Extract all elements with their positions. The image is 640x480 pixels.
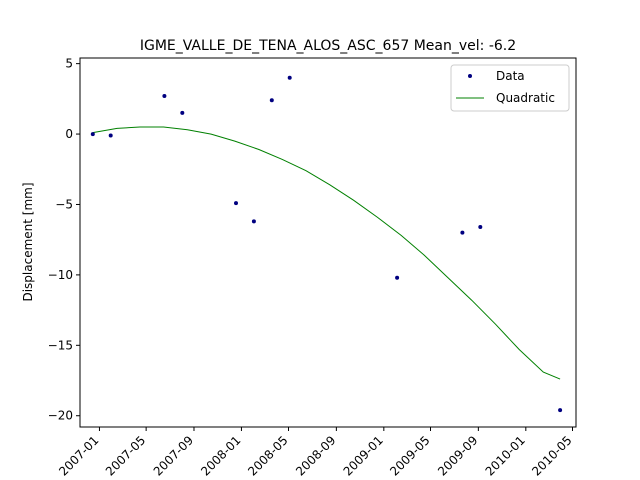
axes-frame bbox=[79, 57, 577, 428]
series-line-quadratic bbox=[92, 126, 561, 380]
data-point-8 bbox=[287, 75, 292, 80]
y-tick-label-0: 5 bbox=[65, 57, 73, 71]
data-point-4 bbox=[180, 110, 185, 115]
y-tick-label-2: −5 bbox=[55, 197, 73, 211]
data-point-12 bbox=[558, 408, 563, 413]
data-point-11 bbox=[478, 225, 483, 229]
data-point-9 bbox=[395, 275, 400, 280]
chart-title: IGME_VALLE_DE_TENA_ALOS_ASC_657 Mean_vel… bbox=[140, 38, 516, 54]
data-point-1 bbox=[90, 132, 95, 137]
data-point-3 bbox=[162, 94, 167, 98]
y-tick-label-5: −20 bbox=[48, 409, 73, 423]
y-axis-label: Displacement [mm] bbox=[21, 182, 35, 301]
y-tick-label-1: 0 bbox=[65, 127, 73, 141]
data-point-5 bbox=[234, 201, 238, 206]
legend-box bbox=[450, 64, 570, 112]
y-tick-label-4: −15 bbox=[48, 338, 73, 352]
plot-area bbox=[80, 58, 576, 427]
legend-data-marker bbox=[468, 74, 472, 78]
data-point-10 bbox=[460, 230, 465, 235]
plot-marks bbox=[90, 75, 563, 413]
data-point-7 bbox=[269, 98, 274, 103]
legend: Data Quadratic bbox=[450, 64, 570, 112]
legend-data-label: Data bbox=[496, 69, 525, 83]
y-tick-label-3: −10 bbox=[48, 268, 73, 282]
data-point-2 bbox=[108, 133, 113, 138]
data-point-6 bbox=[251, 219, 256, 224]
legend-quadratic-label: Quadratic bbox=[496, 91, 555, 105]
